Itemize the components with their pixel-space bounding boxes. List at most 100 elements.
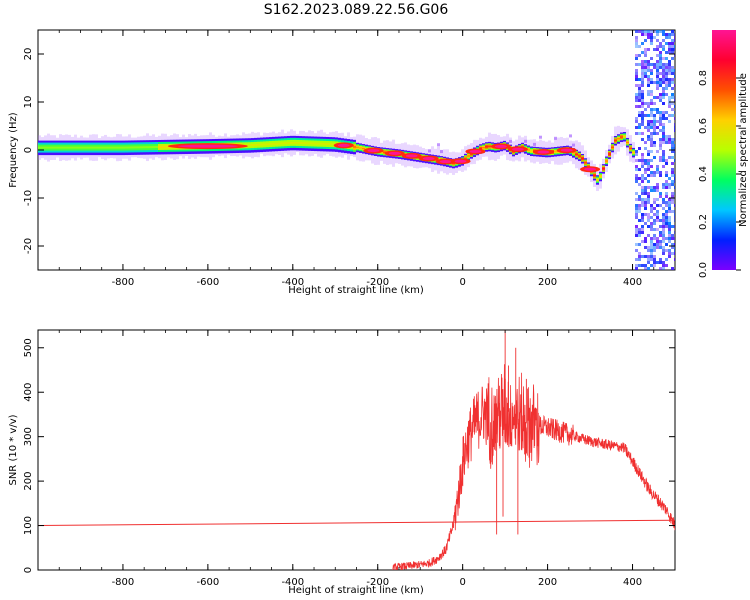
- spectrogram-cell: [92, 152, 95, 156]
- spectrogram-cell: [653, 114, 656, 117]
- spectrogram-cell: [647, 129, 650, 132]
- spectrogram-cell: [635, 153, 638, 156]
- spectrogram-cell: [644, 255, 647, 258]
- spectrogram-cell: [326, 144, 329, 148]
- spectrogram-cell: [302, 146, 305, 149]
- spectrogram-cell: [614, 137, 617, 140]
- spectrogram-cell: [485, 147, 488, 150]
- x-tick-label: 200: [538, 577, 557, 588]
- spectrogram-cell: [578, 152, 581, 155]
- spectrogram-cell: [674, 111, 675, 114]
- spectrogram-cell: [209, 139, 212, 142]
- spectrogram-cell: [113, 140, 116, 144]
- spectrogram-cell: [386, 149, 389, 152]
- spectrogram-cell: [50, 142, 53, 146]
- spectrogram-cell: [533, 142, 536, 146]
- spectrogram-cell: [224, 138, 227, 142]
- spectrogram-cell: [506, 148, 509, 151]
- spectrogram-cell: [350, 151, 353, 154]
- spectrogram-cell: [272, 144, 275, 148]
- spectrogram-cell: [587, 162, 590, 165]
- spectrogram-cell: [317, 142, 320, 146]
- snr-panel: -800 -600 -400 -200 0 200 400 0100200300400500…: [8, 329, 676, 596]
- spectrogram-cell: [125, 140, 128, 144]
- spectrogram-cell: [620, 133, 623, 136]
- spectrogram-cell: [71, 148, 74, 152]
- spectrogram-cell: [98, 150, 101, 154]
- spectrogram-cell: [668, 219, 671, 222]
- spectrogram-cell: [164, 139, 167, 143]
- spectrogram-cell: [77, 148, 80, 152]
- spectrogram-cell: [635, 267, 638, 270]
- spectrogram-cell: [551, 152, 554, 155]
- spectrogram-cell: [647, 216, 650, 219]
- spectrogram-cell: [260, 143, 263, 147]
- spectrogram-cell: [146, 142, 149, 145]
- spectrogram-cell: [446, 163, 449, 166]
- spectrogram-cell: [56, 152, 59, 156]
- spectrogram-cell: [662, 87, 665, 90]
- spectrogram-cell: [101, 142, 104, 146]
- colorbar-tick-label: 0.2: [698, 214, 709, 230]
- spectrogram-cell: [665, 174, 668, 177]
- spectrogram-cell: [647, 153, 650, 156]
- spectrogram-cell: [668, 234, 671, 237]
- spectrogram-cell: [107, 152, 110, 156]
- spectrogram-cell: [71, 144, 74, 148]
- spectrogram-cell: [647, 168, 650, 171]
- spectrogram-cell: [197, 141, 200, 144]
- spectrogram-cell: [152, 144, 155, 147]
- spectrogram-cell: [80, 152, 83, 156]
- spectrogram-cell: [149, 144, 152, 147]
- spectrogram-cell: [302, 142, 305, 145]
- spectrogram-cell: [92, 148, 95, 152]
- spectrogram-cell: [653, 48, 656, 51]
- spectrogram-cell: [602, 170, 605, 173]
- spectrogram-cell: [188, 141, 191, 144]
- spectrogram-cell: [671, 267, 674, 270]
- spectrogram-cell: [605, 157, 608, 160]
- spectrogram-cell: [602, 167, 605, 170]
- spectrogram-cell: [653, 255, 656, 258]
- spectrogram-cell: [641, 225, 644, 228]
- spectrogram-cell: [659, 123, 662, 126]
- spectrogram-cell: [641, 156, 644, 159]
- spectrogram-cell: [83, 148, 86, 152]
- spectrogram-cell: [665, 210, 668, 213]
- spectrogram-cell: [425, 153, 428, 156]
- spectrogram-cell: [239, 150, 242, 153]
- spectrogram-cell: [359, 144, 362, 147]
- spectrogram-cell: [665, 84, 668, 87]
- spectrogram-cell: [176, 151, 179, 155]
- spectrogram-cell: [254, 137, 257, 141]
- spectrogram-cell: [362, 149, 365, 151]
- spectrogram-cell: [668, 69, 671, 72]
- spectrogram-cell: [284, 140, 287, 143]
- spectrogram-cell: [584, 160, 587, 163]
- spectrogram-cell: [596, 181, 599, 184]
- spectrogram-cell: [296, 141, 299, 145]
- spectrogram-cell: [572, 143, 575, 147]
- spectrogram-cell: [575, 152, 578, 155]
- spectrogram-cell: [647, 138, 650, 141]
- spectrogram-cell: [596, 179, 599, 181]
- spectrogram-cell: [653, 126, 656, 129]
- spectrogram-cell: [77, 140, 80, 144]
- spectrogram-cell: [674, 39, 675, 42]
- spectrogram-cell: [200, 151, 203, 154]
- spectrogram-cell: [614, 138, 617, 141]
- spectrogram-cell: [635, 192, 638, 195]
- spectrogram-cell: [125, 146, 128, 150]
- spectrogram-cell: [659, 54, 662, 57]
- spectrogram-cell: [47, 150, 50, 154]
- spectrogram-cell: [524, 144, 527, 146]
- spectrogram-cell: [644, 201, 647, 204]
- spectrogram-cell: [602, 164, 605, 166]
- spectrogram-cell: [668, 120, 671, 123]
- spectrogram-cell: [668, 36, 671, 39]
- spectrogram-cell: [146, 144, 149, 147]
- spectrogram-cell: [632, 154, 635, 157]
- spectrogram-cell: [362, 147, 365, 150]
- spectrogram-cell: [560, 146, 563, 149]
- spectrogram-cell: [368, 146, 371, 149]
